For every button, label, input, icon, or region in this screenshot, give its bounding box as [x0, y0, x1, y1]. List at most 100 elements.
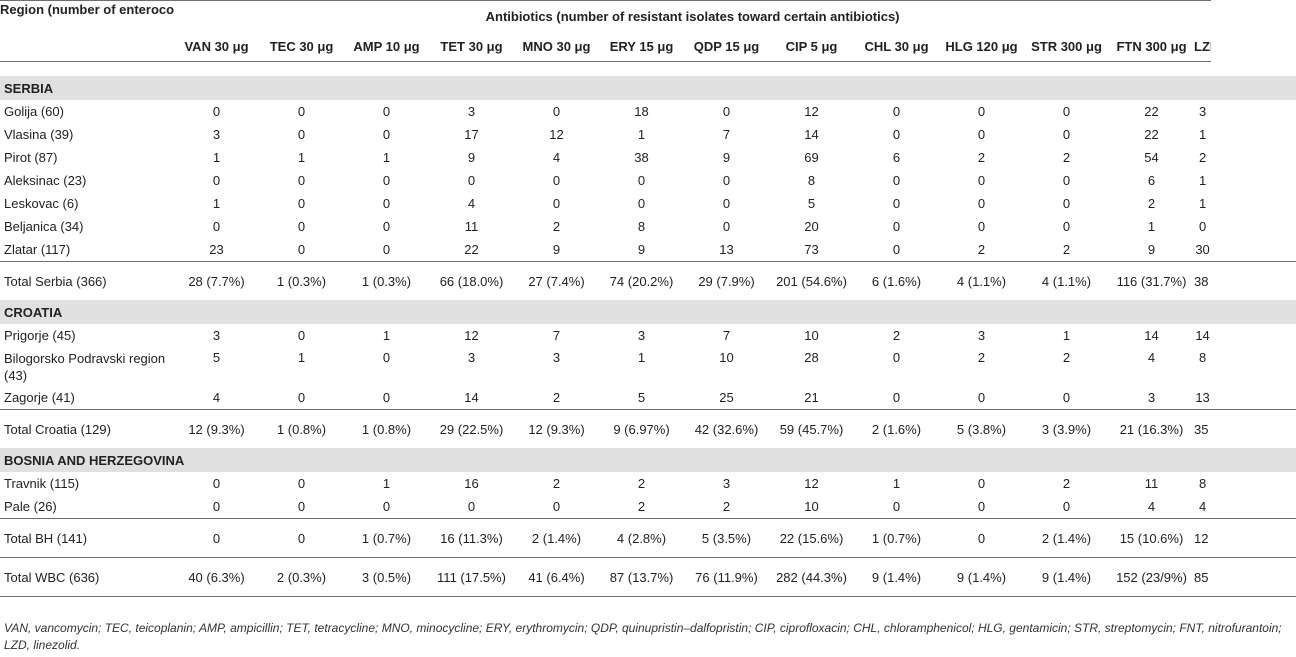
row-label: Zagorje (41) — [4, 390, 75, 405]
table-row: Zlatar (117) 23 0 0 22 9 9 13 73 0 2 2 9 30 — [0, 238, 1296, 262]
table-row: Pirot (87) 1 1 1 9 4 38 9 69 6 2 2 54 2 — [0, 146, 1296, 169]
cell-value: 3 — [977, 328, 986, 343]
cell-value: 201 (54.6%) — [769, 261, 854, 300]
row-label: Beljanica (34) — [4, 219, 84, 234]
cell-value: 4 — [212, 390, 221, 405]
cell-value: 1 — [297, 350, 306, 365]
cell-value: 0 — [297, 328, 306, 343]
cell-value: 3 — [637, 328, 646, 343]
cell-value: 10 — [804, 499, 819, 514]
cell-value: 22 — [464, 242, 479, 257]
cell-value: 22 — [1144, 104, 1159, 119]
cell-value: 0 — [212, 476, 221, 491]
cell-value: 0 — [977, 390, 986, 405]
cell-value: 35 (27.1%) — [1194, 409, 1212, 448]
cell-value: 1 — [1198, 196, 1207, 211]
antibiotic-column-header: MNO 30 μg — [514, 32, 599, 62]
row-label: Aleksinac (23) — [4, 173, 87, 188]
table-row: Zagorje (41) 4 0 0 14 2 5 25 21 0 0 0 3 13 — [0, 386, 1296, 410]
cell-value: 16 — [464, 476, 479, 491]
cell-value: 9 (1.4%) — [1024, 557, 1109, 597]
cell-value: 66 (18.0%) — [429, 261, 514, 300]
cell-value: 0 — [552, 104, 561, 119]
cell-value: 10 — [804, 328, 819, 343]
cell-value: 0 — [297, 219, 306, 234]
row-label: Pale (26) — [4, 499, 57, 514]
cell-value: 3 — [552, 350, 561, 365]
cell-value: 0 — [1062, 390, 1071, 405]
cell-value: 2 — [1062, 150, 1071, 165]
cell-value: 0 — [212, 499, 221, 514]
cell-value: 0 — [722, 104, 731, 119]
total-row: Total BH (141) 0 0 1 (0.7%) 16 (11.3%) 2 (1.4… — [0, 518, 1296, 558]
row-label: Pirot (87) — [4, 150, 58, 165]
cell-value: 0 — [382, 499, 391, 514]
cell-value: 10 — [719, 350, 734, 365]
cell-value: 1 — [637, 350, 646, 365]
cell-value: 0 — [382, 350, 391, 365]
cell-value: 0 — [297, 242, 306, 257]
cell-value: 0 — [382, 219, 391, 234]
row-label: Zlatar (117) — [4, 242, 71, 257]
cell-value: 2 — [552, 390, 561, 405]
cell-value: 2 — [1062, 476, 1071, 491]
cell-value: 8 — [1198, 350, 1207, 365]
cell-value: 14 — [804, 127, 819, 142]
cell-value: 0 — [1062, 219, 1071, 234]
cell-value: 0 — [637, 173, 646, 188]
cell-value: 9 — [1147, 242, 1156, 257]
cell-value: 0 — [297, 127, 306, 142]
cell-value: 11 — [464, 219, 479, 234]
cell-value: 1 (0.7%) — [344, 518, 429, 558]
cell-value: 0 — [212, 104, 221, 119]
row-label: Total Croatia (129) — [0, 409, 174, 448]
cell-value: 2 — [552, 476, 561, 491]
cell-value: 38 — [634, 150, 649, 165]
cell-value: 0 — [382, 127, 391, 142]
row-label: Bilogorsko Podravski region (43) — [4, 351, 166, 383]
cell-value: 0 — [977, 104, 986, 119]
cell-value: 0 — [722, 219, 731, 234]
cell-value: 0 — [297, 390, 306, 405]
antibiotic-column-header: HLG 120 μg — [939, 32, 1024, 62]
cell-value: 3 — [1198, 104, 1207, 119]
cell-value: 54 — [1144, 150, 1159, 165]
cell-value: 1 — [382, 328, 391, 343]
cell-value: 152 (23/9%) — [1109, 557, 1194, 597]
cell-value: 2 — [637, 499, 646, 514]
antibiotic-column-header: AMP 10 μg — [344, 32, 429, 62]
cell-value: 0 — [892, 350, 901, 365]
cell-value: 0 — [722, 173, 731, 188]
cell-value: 0 — [382, 104, 391, 119]
cell-value: 1 (0.3%) — [344, 261, 429, 300]
cell-value: 1 (0.3%) — [259, 261, 344, 300]
cell-value: 4 — [1147, 499, 1156, 514]
cell-value: 25 — [719, 390, 734, 405]
table-row: Travnik (115) 0 0 1 16 2 2 3 12 1 0 2 11 8 — [0, 472, 1296, 495]
cell-value: 12 (9.3%) — [514, 409, 599, 448]
cell-value: 20 — [804, 219, 819, 234]
cell-value: 40 (6.3%) — [174, 557, 259, 597]
cell-value: 0 — [382, 390, 391, 405]
cell-value: 0 — [1062, 127, 1071, 142]
section-heading-row: CROATIA — [0, 300, 1296, 324]
cell-value: 6 (1.6%) — [854, 261, 939, 300]
cell-value: 0 — [892, 242, 901, 257]
cell-value: 12 (9.3%) — [174, 409, 259, 448]
cell-value: 0 — [977, 127, 986, 142]
cell-value: 2 (1.4%) — [514, 518, 599, 558]
section-heading-row: BOSNIA AND HERZEGOVINA — [0, 448, 1296, 472]
cell-value: 9 (1.4%) — [939, 557, 1024, 597]
cell-value: 0 — [892, 196, 901, 211]
row-label: Total WBC (636) — [0, 557, 174, 597]
table-row: Golija (60) 0 0 0 3 0 18 0 12 0 0 0 22 3 — [0, 100, 1296, 123]
cell-value: 0 — [467, 499, 476, 514]
cell-value: 29 (22.5%) — [429, 409, 514, 448]
cell-value: 69 — [804, 150, 819, 165]
table-body: SERBIA Golija (60) 0 0 0 3 0 18 0 12 0 0 0 22 3 Vlasina… — [0, 62, 1296, 597]
cell-value: 0 — [722, 196, 731, 211]
table-row: Bilogorsko Podravski region (43) 5 1 0 3 3 1 10… — [0, 347, 1296, 386]
cell-value: 42 (32.6%) — [684, 409, 769, 448]
cell-value: 13 — [719, 242, 734, 257]
cell-value: 0 — [977, 476, 986, 491]
